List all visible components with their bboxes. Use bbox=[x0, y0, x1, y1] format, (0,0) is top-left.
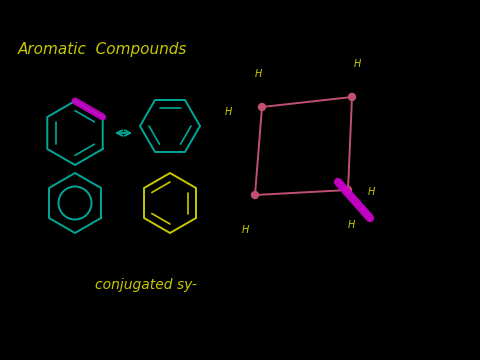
Text: H: H bbox=[225, 107, 232, 117]
Text: H: H bbox=[348, 220, 355, 230]
Circle shape bbox=[259, 104, 265, 111]
Text: Aromatic  Compounds: Aromatic Compounds bbox=[18, 42, 187, 57]
Text: H: H bbox=[241, 225, 249, 235]
Circle shape bbox=[345, 186, 351, 194]
Text: conjugated sy-: conjugated sy- bbox=[95, 278, 197, 292]
Text: H: H bbox=[353, 59, 360, 69]
Circle shape bbox=[252, 192, 259, 198]
Text: H: H bbox=[368, 187, 375, 197]
Text: H: H bbox=[254, 69, 262, 79]
Circle shape bbox=[348, 94, 356, 100]
